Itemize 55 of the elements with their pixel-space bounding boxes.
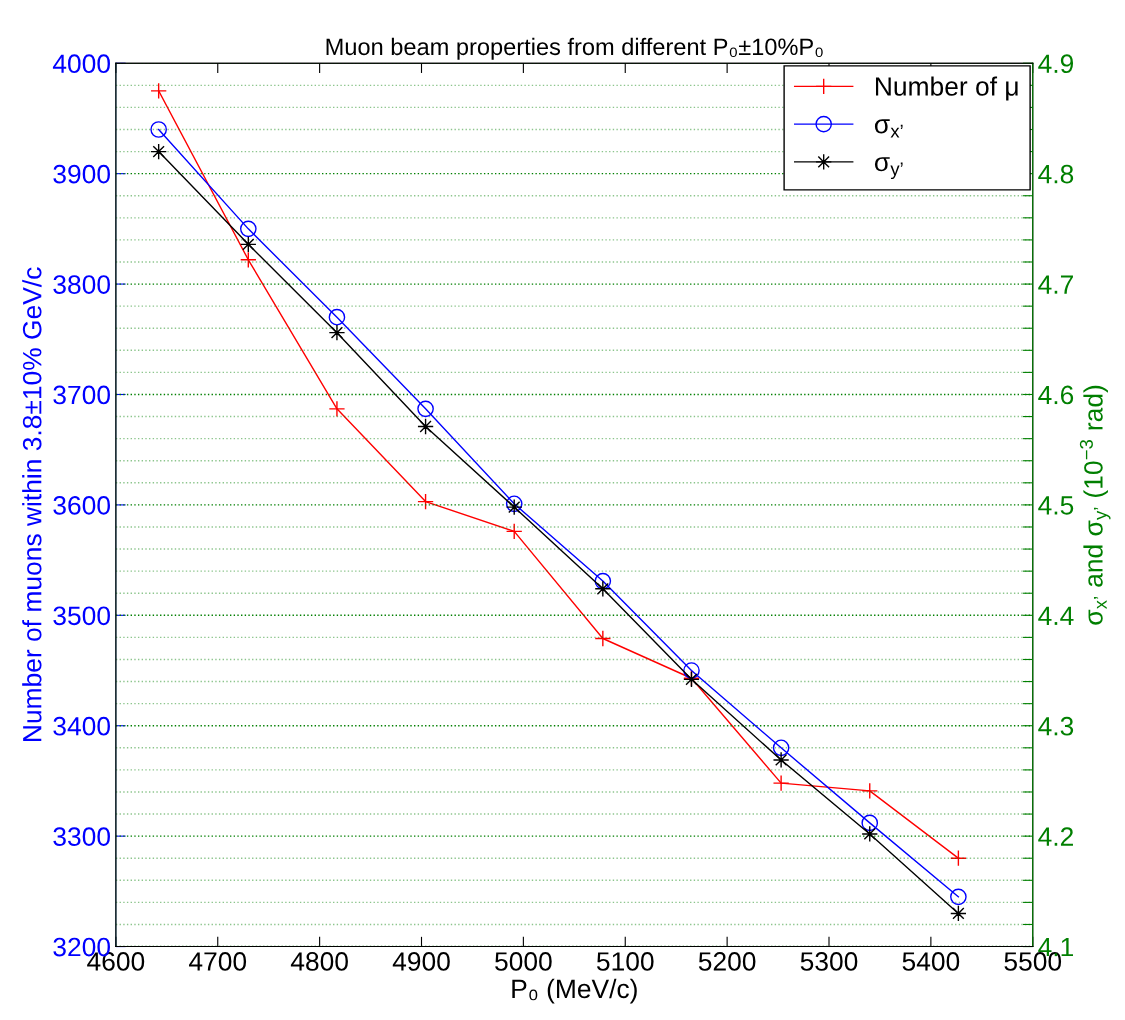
x-tick-label: 5000: [495, 952, 552, 971]
y-tick-label: 3300: [53, 827, 110, 846]
legend-label: Number of μ: [876, 76, 1018, 101]
y-tick-label: 3600: [53, 496, 110, 515]
x-tick-label: 5200: [698, 952, 756, 971]
y-tick-label: 4000: [52, 54, 110, 74]
x-tick-label: 4900: [392, 952, 450, 971]
point: [417, 400, 434, 418]
legend-label: σ$_{y’}$: [874, 157, 903, 180]
y-tick-label: 3500: [53, 606, 110, 626]
point: [150, 143, 167, 160]
point: [772, 739, 790, 757]
point: [417, 493, 434, 510]
y2-tick-label: 4.3: [1038, 716, 1074, 736]
point: [861, 782, 879, 800]
y-tick-label: 3400: [53, 716, 110, 736]
y2-tick-label: 4.6: [1038, 385, 1074, 405]
point: [239, 251, 257, 269]
y-tick-label: 3800: [53, 275, 110, 294]
point: [150, 121, 167, 138]
point: [417, 418, 434, 435]
x-tick-label: 5100: [596, 952, 654, 971]
y-tick-label: 3900: [53, 164, 110, 184]
point: [328, 400, 346, 418]
point: [328, 324, 346, 341]
point: [594, 630, 612, 647]
legend-label: σ$_{x’}$: [874, 119, 903, 138]
point: [239, 220, 257, 238]
point: [772, 751, 790, 769]
y2-tick-label: 4.9: [1038, 54, 1074, 74]
y2-tick-label: 4.4: [1038, 606, 1074, 625]
point: [328, 308, 346, 326]
y-axis-title: Number of muons within 3.8±10% GeV/c: [22, 267, 42, 741]
y-tick-label: 3700: [53, 385, 110, 405]
point: [594, 580, 612, 598]
chart-title: Muon beam properties from different P₀±10%P₀: [326, 37, 823, 60]
x-tick-label: 5400: [902, 952, 960, 971]
y2-tick-label: 4.2: [1038, 827, 1073, 846]
point: [505, 523, 523, 540]
x-tick-label: 5300: [800, 952, 858, 971]
point: [950, 849, 967, 867]
point: [861, 814, 879, 832]
point: [239, 235, 257, 253]
point: [772, 774, 790, 792]
point: [950, 888, 967, 906]
y2-tick-label: 4.5: [1038, 496, 1074, 515]
y2-tick-label: 4.7: [1038, 275, 1073, 294]
point: [861, 825, 879, 843]
x-tick-label: 4800: [290, 952, 348, 971]
x-tick-label: 4700: [189, 952, 247, 971]
x-axis-title: P₀ (MeV/c): [512, 978, 637, 1004]
y2-axis-title: σ$_{x’}$ and σ$_{y’}$ (10$^{−3}$ rad): [1079, 385, 1111, 625]
point: [150, 82, 167, 100]
y2-tick-label: 4.8: [1038, 164, 1074, 184]
point: [950, 905, 967, 922]
